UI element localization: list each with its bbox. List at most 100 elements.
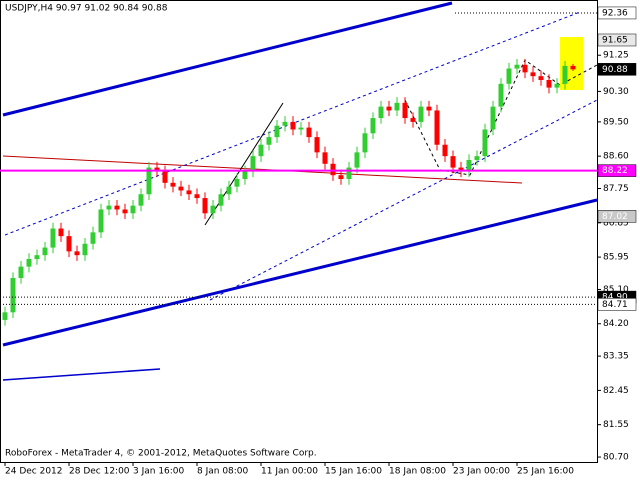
channel-line [2, 1, 453, 117]
candle-body [466, 159, 472, 172]
y-tick-label: 88.60 [603, 152, 629, 162]
footer: RoboForex - MetaTrader 4, © 2001-2012, M… [5, 449, 317, 459]
candle-body [146, 167, 152, 195]
candle-body [338, 175, 344, 180]
candle-body [506, 68, 512, 84]
candle-body [10, 278, 16, 313]
candle-body [186, 190, 192, 195]
y-tick-label: 85.10 [603, 285, 629, 295]
y-tick-label: 87.75 [603, 184, 629, 194]
candle-body [546, 79, 552, 88]
candle-body [154, 167, 160, 172]
candle-body [562, 65, 568, 84]
x-tick-label: 25 Jan 16:00 [517, 467, 574, 477]
price-label: 91.65 [602, 35, 628, 45]
price-label: 84.71 [602, 300, 628, 310]
candle-body [490, 106, 496, 130]
candle-body [26, 258, 32, 267]
candle-body [530, 72, 536, 77]
y-tick-label: 90.30 [603, 87, 629, 97]
candle-body [274, 125, 280, 138]
x-tick-label: 28 Dec 12:00 [69, 467, 130, 477]
candle-body [266, 137, 272, 145]
price-label-box [597, 298, 637, 311]
price-label: 87.02 [602, 212, 628, 222]
candle-body [410, 118, 416, 122]
x-tick-label: 18 Jan 08:00 [389, 467, 446, 477]
candle-body [42, 247, 48, 256]
candle-body [106, 205, 112, 210]
candle-body [18, 266, 24, 279]
candle-body [2, 312, 8, 320]
y-tick-label: 81.55 [603, 420, 629, 430]
x-tick-label: 24 Dec 2012 [5, 467, 63, 477]
y-tick-label: 83.35 [603, 352, 629, 362]
y-tick-label: 91.25 [603, 51, 629, 61]
candle-body [330, 163, 336, 176]
candle-body [538, 76, 544, 80]
candle-body [194, 194, 200, 199]
candle-body [90, 232, 96, 244]
price-label: 88.22 [602, 166, 628, 176]
candle-body [170, 182, 176, 187]
candle-body [354, 152, 360, 168]
candle-body [498, 83, 504, 107]
candle-body [74, 251, 80, 256]
price-label-box [597, 63, 637, 76]
chart-title: USDJPY,H4 90.97 91.02 90.84 90.88 [5, 4, 168, 14]
channel-line [2, 198, 598, 347]
candle-body [82, 243, 88, 256]
price-label: 84.90 [602, 293, 628, 303]
candle-body [218, 194, 224, 206]
y-tick-label: 84.20 [603, 319, 629, 329]
candle-body [242, 171, 248, 180]
candle-body [514, 64, 520, 69]
candle-body [114, 205, 120, 210]
price-label: 92.36 [602, 8, 628, 18]
candle-body [298, 127, 304, 130]
candle-body [394, 102, 400, 111]
y-tick-label: 85.95 [603, 253, 629, 263]
trend-line [2, 155, 523, 184]
dashed-line [209, 99, 598, 301]
candle-body [474, 156, 480, 160]
x-tick-label: 8 Jan 08:00 [197, 467, 249, 477]
candle-body [130, 205, 136, 214]
candle-body [282, 121, 288, 126]
candle-body [58, 228, 64, 237]
candle-body [210, 205, 216, 214]
candle-body [98, 209, 104, 233]
candle-body [202, 198, 208, 214]
y-tick-label: 82.45 [603, 386, 629, 396]
candle-body [314, 137, 320, 153]
candle-body [442, 144, 448, 157]
candle-body [554, 83, 560, 88]
candle-body [178, 186, 184, 191]
candle-body [482, 129, 488, 157]
y-tick-label: 80.70 [603, 453, 629, 463]
candle-body [50, 228, 56, 248]
candle-body [346, 167, 352, 180]
candle-body [322, 152, 328, 164]
candle-body [250, 156, 256, 172]
x-tick-label: 3 Jan 16:00 [133, 467, 185, 477]
x-tick-label: 23 Jan 00:00 [453, 467, 510, 477]
candle-body [378, 106, 384, 119]
x-tick-label: 15 Jan 16:00 [325, 467, 382, 477]
y-tick-label: 86.85 [603, 218, 629, 228]
candle-body [258, 144, 264, 157]
price-label: 90.88 [602, 65, 628, 75]
candle-body [362, 133, 368, 153]
y-tick-label: 89.50 [603, 117, 629, 127]
price-label-box [597, 6, 637, 20]
wave-line [204, 102, 284, 226]
candle-body [458, 167, 464, 172]
price-label-box [597, 164, 637, 177]
price-label-box [597, 210, 637, 223]
candle-body [66, 236, 72, 252]
candle-body [434, 110, 440, 145]
x-tick-label: 11 Jan 00:00 [261, 467, 318, 477]
candle-body [370, 118, 376, 134]
candle-body [386, 106, 392, 111]
